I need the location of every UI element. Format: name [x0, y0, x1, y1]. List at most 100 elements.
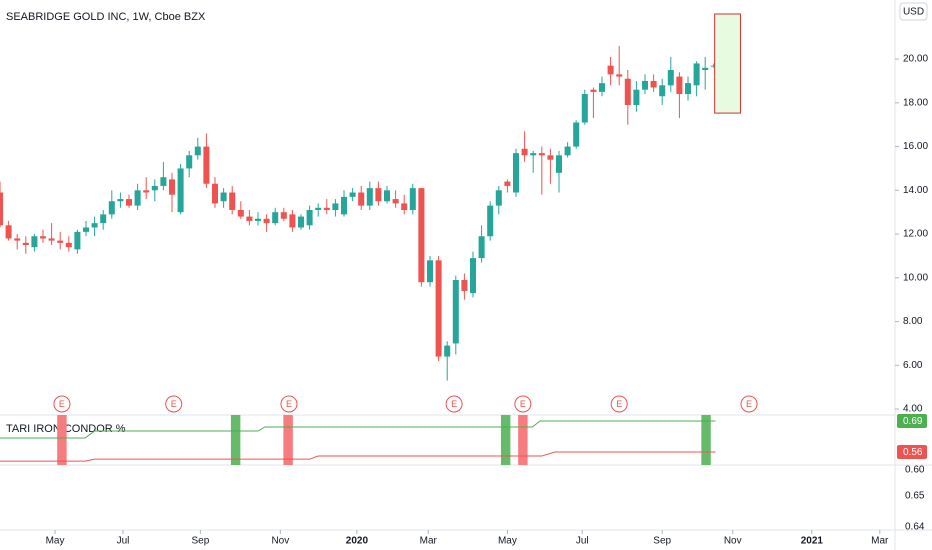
earnings-marker	[610, 395, 628, 413]
candle-body	[366, 188, 373, 206]
y-tick-label: 6.00	[903, 360, 923, 371]
candle-body	[573, 122, 580, 147]
earnings-label: E	[616, 399, 622, 409]
candle-body	[590, 89, 597, 92]
currency-label[interactable]: USD	[903, 7, 924, 18]
y-tick-label: 12.00	[903, 229, 928, 240]
candle-body	[461, 280, 468, 291]
x-tick-label: Sep	[191, 536, 209, 547]
candle-body	[82, 227, 90, 232]
candle-body	[676, 76, 683, 95]
x-tick-label: May	[46, 536, 65, 547]
candle-body	[512, 153, 520, 193]
candle-body	[22, 242, 29, 245]
earnings-label: E	[171, 399, 177, 409]
candle-body	[349, 192, 356, 197]
x-tick-label: May	[498, 536, 517, 547]
candle-body	[667, 70, 674, 86]
last-value-box	[897, 414, 927, 429]
candle-body	[203, 146, 210, 184]
chart-title: SEABRIDGE GOLD INC, 1W, Cboe BZX	[6, 11, 206, 23]
candle-body	[237, 210, 244, 217]
signal-bar	[701, 415, 711, 465]
candle-body	[134, 190, 141, 206]
earnings-marker	[53, 395, 71, 413]
candle-body	[684, 83, 692, 95]
candle-body	[598, 83, 606, 92]
x-tick-label: Mar	[871, 536, 889, 547]
candle-body	[616, 74, 623, 77]
candle-body	[650, 80, 657, 88]
candle-body	[504, 181, 511, 186]
earnings-marker	[514, 395, 532, 413]
lower-axis-label: 0.60	[905, 465, 925, 476]
candle-body	[332, 203, 339, 210]
candle-body	[624, 78, 631, 105]
x-tick-label: 2021	[801, 536, 824, 547]
lower-axis-label: 0.64	[905, 522, 925, 533]
candle-body	[702, 67, 709, 70]
candle-body	[194, 146, 201, 156]
currency-button[interactable]	[899, 2, 928, 21]
candle-body	[659, 85, 666, 97]
earnings-label: E	[286, 399, 292, 409]
range-box	[714, 13, 741, 114]
y-tick-label: 4.00	[903, 404, 923, 415]
candle-body	[306, 210, 313, 226]
candle-body	[177, 168, 184, 213]
x-tick-label: Nov	[724, 536, 742, 547]
candle-body	[151, 185, 158, 191]
signal-bar	[57, 415, 67, 465]
candle-body	[31, 236, 38, 248]
candle-body	[289, 214, 296, 228]
x-tick-label: 2020	[346, 536, 369, 547]
candle-body	[14, 238, 21, 241]
earnings-label: E	[59, 399, 65, 409]
candle-body	[401, 203, 408, 210]
signal-bar	[230, 415, 241, 465]
candle-body	[186, 155, 193, 169]
candle-body	[65, 242, 72, 248]
earnings-marker	[445, 395, 463, 413]
x-tick-label: Nov	[271, 536, 289, 547]
candle-body	[409, 188, 416, 210]
candle-body	[254, 218, 262, 221]
x-tick-label: Jul	[576, 536, 589, 547]
candle-body	[633, 89, 640, 105]
candle-body	[0, 192, 4, 226]
candle-body	[693, 63, 700, 86]
signal-bar	[518, 415, 528, 465]
last-value-label: 0.56	[903, 447, 923, 458]
candle-body	[444, 345, 451, 357]
earnings-marker	[280, 395, 298, 413]
candle-body	[435, 260, 442, 357]
candle-body	[91, 223, 98, 228]
candle-body	[143, 190, 150, 193]
y-tick-label: 14.00	[903, 185, 928, 196]
earnings-label: E	[520, 399, 526, 409]
candle-body	[478, 236, 485, 259]
indicator-line	[0, 451, 716, 462]
candle-body	[263, 218, 270, 224]
candle-body	[5, 225, 12, 239]
candle-body	[48, 238, 55, 241]
candle-body	[117, 199, 124, 202]
candle-body	[547, 155, 554, 160]
candle-body	[495, 190, 502, 206]
signal-bar	[283, 415, 293, 465]
candle-body	[280, 212, 287, 219]
last-value-label: 0.69	[903, 416, 923, 427]
candle-body	[383, 190, 391, 202]
candle-body	[469, 258, 477, 294]
y-tick-label: 10.00	[903, 272, 928, 283]
candle-body	[426, 260, 434, 283]
candle-body	[168, 179, 176, 195]
earnings-marker	[740, 395, 758, 413]
candle-body	[607, 65, 614, 75]
candle-body	[57, 240, 64, 243]
candle-body	[358, 192, 365, 206]
candle-body	[160, 177, 167, 186]
candle-body	[530, 153, 537, 156]
candle-body	[211, 183, 219, 204]
